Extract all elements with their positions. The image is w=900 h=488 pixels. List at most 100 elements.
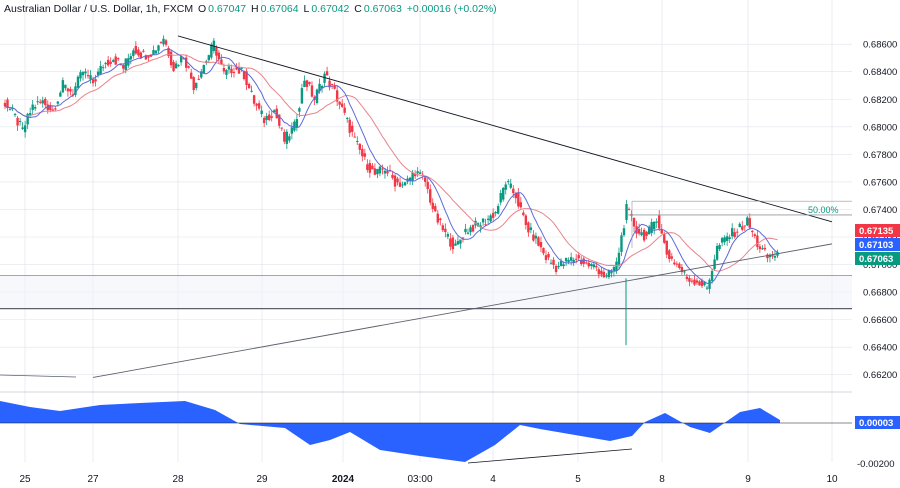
candle <box>622 225 626 237</box>
x-tick-label: 5 <box>575 474 581 485</box>
candle <box>207 54 211 63</box>
candle <box>3 99 7 109</box>
candle <box>132 48 135 59</box>
candle-body <box>184 57 188 68</box>
candle <box>23 120 27 138</box>
candle-body <box>436 213 439 223</box>
candle <box>675 261 679 268</box>
candle-body <box>489 215 492 222</box>
candle-body <box>471 225 475 232</box>
candle <box>371 162 374 170</box>
candle-body <box>499 192 502 203</box>
candle-body <box>247 83 251 89</box>
candle-body <box>222 67 226 72</box>
candle-body <box>237 67 241 74</box>
candle <box>368 159 372 178</box>
candle-body <box>217 52 221 59</box>
candle <box>142 48 145 53</box>
candle <box>129 53 133 65</box>
candle <box>250 85 253 93</box>
candle <box>592 262 595 270</box>
candle <box>101 64 105 72</box>
candle <box>215 45 218 61</box>
candle <box>736 228 739 238</box>
candle-body <box>690 280 694 282</box>
candle <box>459 239 462 249</box>
x-tick-label: 8 <box>659 474 665 485</box>
candle-body <box>738 223 741 228</box>
candle-body <box>434 206 437 212</box>
candle-body <box>597 269 601 275</box>
candle <box>268 110 271 122</box>
candle <box>303 75 306 87</box>
candle <box>76 75 80 89</box>
candle <box>245 68 248 91</box>
candle-body <box>582 258 585 264</box>
candle <box>159 41 163 44</box>
candle-body <box>688 278 691 282</box>
candle-body <box>617 252 621 266</box>
candle <box>247 82 251 89</box>
candle-body <box>129 56 133 60</box>
candle <box>441 223 445 233</box>
candle <box>439 217 442 226</box>
candle-body <box>585 262 588 264</box>
candle <box>642 227 646 243</box>
candle-body <box>333 85 336 89</box>
candle-body <box>730 228 734 237</box>
candle <box>753 232 757 239</box>
candle-body <box>33 107 37 109</box>
candle-body <box>371 165 374 170</box>
candle <box>325 66 329 76</box>
candle-body <box>557 265 560 267</box>
candle-body <box>262 117 266 124</box>
candle-body <box>28 113 32 116</box>
candle-body <box>74 86 77 95</box>
candle <box>564 257 568 266</box>
candle-body <box>413 174 417 177</box>
candle-body <box>700 280 704 287</box>
candle <box>260 105 263 118</box>
candle-body <box>225 69 228 75</box>
candle-body <box>645 231 648 236</box>
candle-body <box>335 90 339 102</box>
candle <box>59 90 62 97</box>
candle-body <box>152 49 155 55</box>
candle <box>366 159 369 173</box>
candle <box>69 86 72 96</box>
candle-body <box>771 255 774 257</box>
candle-body <box>79 72 82 79</box>
candle-body <box>114 56 117 65</box>
candle <box>766 253 769 263</box>
candle-body <box>250 90 253 92</box>
candle-body <box>723 237 726 243</box>
candle <box>630 210 633 222</box>
candle <box>187 65 190 69</box>
candle-body <box>328 80 331 88</box>
candle <box>688 275 691 287</box>
candle-body <box>534 235 538 239</box>
candle-body <box>512 188 515 194</box>
candle-body <box>134 45 138 54</box>
candle <box>44 97 47 109</box>
candle <box>386 166 389 177</box>
candle <box>725 232 729 246</box>
support-zone <box>0 275 852 309</box>
candle <box>31 100 34 116</box>
candle <box>348 117 351 138</box>
candle-body <box>242 70 246 80</box>
candle-body <box>351 125 354 132</box>
candle <box>134 41 138 55</box>
fast-moving-average <box>4 48 778 284</box>
candle-body <box>192 77 195 91</box>
candle <box>466 228 470 235</box>
candle-body <box>6 99 9 109</box>
candle-body <box>549 262 553 264</box>
candle <box>600 267 603 278</box>
candle-body <box>532 234 535 241</box>
candle <box>685 273 689 282</box>
candle-body <box>411 172 414 181</box>
candle-body <box>265 115 268 120</box>
candle-body <box>162 38 165 45</box>
